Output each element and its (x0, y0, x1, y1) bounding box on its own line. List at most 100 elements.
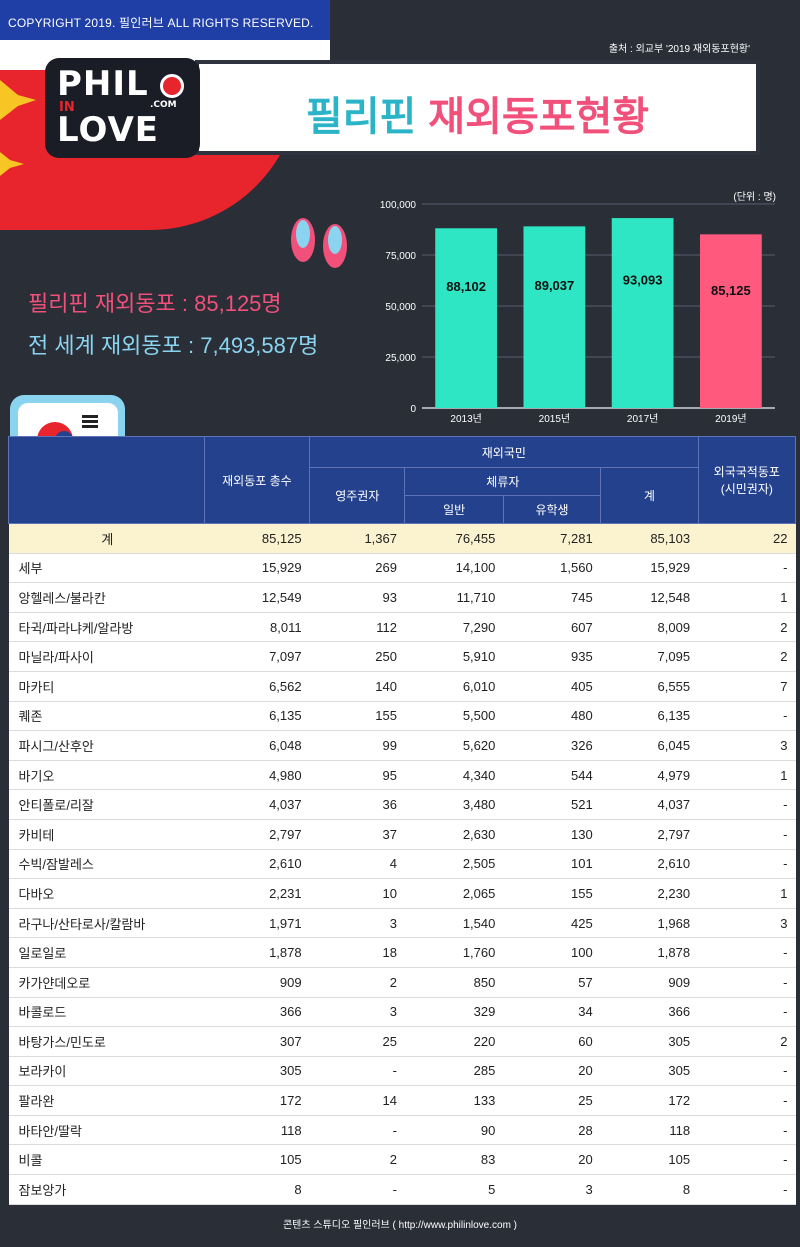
table-cell-value: - (698, 1115, 796, 1146)
table-cell-value: 2 (698, 1026, 796, 1057)
table-cell-value: - (698, 1085, 796, 1116)
table-cell-value: 25 (309, 1026, 405, 1057)
table-cell-value: 28 (503, 1115, 601, 1146)
table-row: 앙헬레스/불라칸 12,549 93 11,710 745 12,548 1 (8, 582, 796, 613)
table-cell-value: 3 (698, 730, 796, 761)
table-cell-value: 3 (309, 997, 405, 1028)
summary-philippines: 필리핀 재외동포 : 85,125명 (28, 291, 282, 316)
header-general: 일반 (404, 495, 504, 524)
table-row: 바타안/딸락 118-90 28 118- (8, 1115, 796, 1146)
table-row: 일로일로 1,878 18 1,760 100 1,878- (8, 937, 796, 968)
table-row: 바콜로드 366 3 329 34 366- (8, 997, 796, 1028)
table-cell-region: 바기오 (8, 760, 205, 791)
table-cell-value: 15,929 (204, 553, 310, 584)
table-cell-value: 521 (503, 789, 601, 820)
table-row: 비콜 105 2 83 20 105- (8, 1144, 796, 1176)
table-cell-region: 마닐라/파사이 (8, 641, 205, 672)
table-cell-value: 3 (503, 1174, 601, 1205)
table-cell-value: 12,548 (600, 582, 699, 613)
table-cell-value: 6,555 (600, 671, 699, 702)
table-cell-value: - (698, 701, 796, 732)
table-cell-value: 7,095 (600, 641, 699, 672)
table-cell-value: 8,009 (600, 612, 699, 643)
table-cell-region: 비콜 (8, 1144, 205, 1176)
header-region (8, 436, 205, 524)
header-subtotal: 계 (600, 467, 699, 524)
table-cell-value: 155 (309, 701, 405, 732)
table-cell-value: 2,610 (600, 849, 699, 880)
table-row: 바기오 4,980 95 4,340 544 4,979 1 (8, 760, 796, 791)
logo-com: .COM (150, 100, 177, 110)
overseas-koreans-table: 재외동포 총수 재외국민 외국국적동포 (시민권자) 영주권자 체류자 계 일반… (8, 436, 797, 1205)
table-cell-value: 99 (309, 730, 405, 761)
header-foreign-label: 외국국적동포 (713, 465, 780, 479)
logo-line1: PHIL (57, 64, 149, 104)
y-tick-label: 100,000 (380, 200, 417, 211)
y-tick-label: 25,000 (385, 353, 416, 364)
copyright-text: COPYRIGHT 2019. 필인러브 ALL RIGHTS RESERVED… (8, 16, 314, 30)
table-cell-value: 909 (600, 967, 699, 998)
table-cell-region: 파시그/산후안 (8, 730, 205, 761)
table-cell-region: 다바오 (8, 878, 205, 909)
table-cell-value: 1 (698, 878, 796, 909)
table-cell-value: 405 (503, 671, 601, 702)
table-row: 세부 15,929 269 14,100 1,560 15,929- (8, 553, 796, 584)
table-row: 파시그/산후안 6,048 99 5,620 326 6,045 3 (8, 730, 796, 761)
table-cell-region: 팔라완 (8, 1085, 205, 1116)
table-cell-value: - (698, 1174, 796, 1205)
philinlove-logo: PHIL IN LOVE .COM (45, 58, 200, 158)
table-cell-value: 480 (503, 701, 601, 732)
table-cell-value: 1,878 (204, 937, 310, 968)
bar (699, 234, 762, 408)
table-cell-value: 3,480 (404, 789, 504, 820)
table-cell-value: 85,103 (600, 523, 699, 554)
table-cell-value: 2,231 (204, 878, 310, 909)
logo-line2: LOVE (57, 110, 159, 150)
table-cell-value: 25 (503, 1085, 601, 1116)
summary-world: 전 세계 재외동포 : 7,493,587명 (28, 333, 319, 358)
table-cell-value: 15,929 (600, 553, 699, 584)
table-row-total: 계 85,125 1,367 76,455 7,281 85,103 22 (8, 523, 796, 554)
table-cell-value: 909 (204, 967, 310, 998)
table-cell-value: - (698, 937, 796, 968)
table-cell-value: 34 (503, 997, 601, 1028)
table-cell-value: 1,540 (404, 908, 504, 939)
table-cell-value: 3 (698, 908, 796, 939)
table-cell-value: 11,710 (404, 582, 504, 613)
table-cell-value: 7,097 (204, 641, 310, 672)
table-cell-value: 7,281 (503, 523, 601, 554)
table-cell-value: 6,010 (404, 671, 504, 702)
bar (523, 226, 586, 408)
bar (435, 228, 498, 408)
footer-credit: 콘텐츠 스튜디오 필인러브 ( http://www.philinlove.co… (0, 1215, 800, 1247)
table-cell-value: 2,797 (204, 819, 310, 850)
sun-star-icon (0, 80, 36, 176)
table-cell-region: 계 (8, 523, 205, 554)
table-cell-value: 133 (404, 1085, 504, 1116)
table-cell-value: 130 (503, 819, 601, 850)
table-cell-value: 57 (503, 967, 601, 998)
table-cell-region: 바탕가스/민도로 (8, 1026, 205, 1057)
footprints-icon (291, 218, 347, 268)
table-cell-value: 95 (309, 760, 405, 791)
table-cell-value: 1 (698, 582, 796, 613)
table-cell-region: 카비테 (8, 819, 205, 850)
table-cell-value: 155 (503, 878, 601, 909)
table-cell-value: 83 (404, 1144, 504, 1176)
table-cell-value: 2 (698, 641, 796, 672)
table-cell-value: 2,610 (204, 849, 310, 880)
y-tick-label: 0 (410, 404, 416, 415)
table-cell-value: 1,971 (204, 908, 310, 939)
table-cell-value: 285 (404, 1056, 504, 1087)
table-row: 카비테 2,797 37 2,630 130 2,797- (8, 819, 796, 850)
table-cell-region: 수빅/잠발레스 (8, 849, 205, 880)
table-cell-value: 1,367 (309, 523, 405, 554)
table-cell-value: 745 (503, 582, 601, 613)
header-foreign: 외국국적동포 (시민권자) (697, 436, 797, 524)
table-cell-region: 일로일로 (8, 937, 205, 968)
table-cell-value: 6,045 (600, 730, 699, 761)
bar-chart-svg: 0 25,000 50,000 75,000 100,000 88,102 2013년 89,… (380, 200, 775, 425)
chart-unit: (단위 : 명) (733, 192, 776, 203)
table-row: 잠보앙가 8-5 3 8- (8, 1174, 796, 1205)
header-student: 유학생 (502, 495, 602, 524)
